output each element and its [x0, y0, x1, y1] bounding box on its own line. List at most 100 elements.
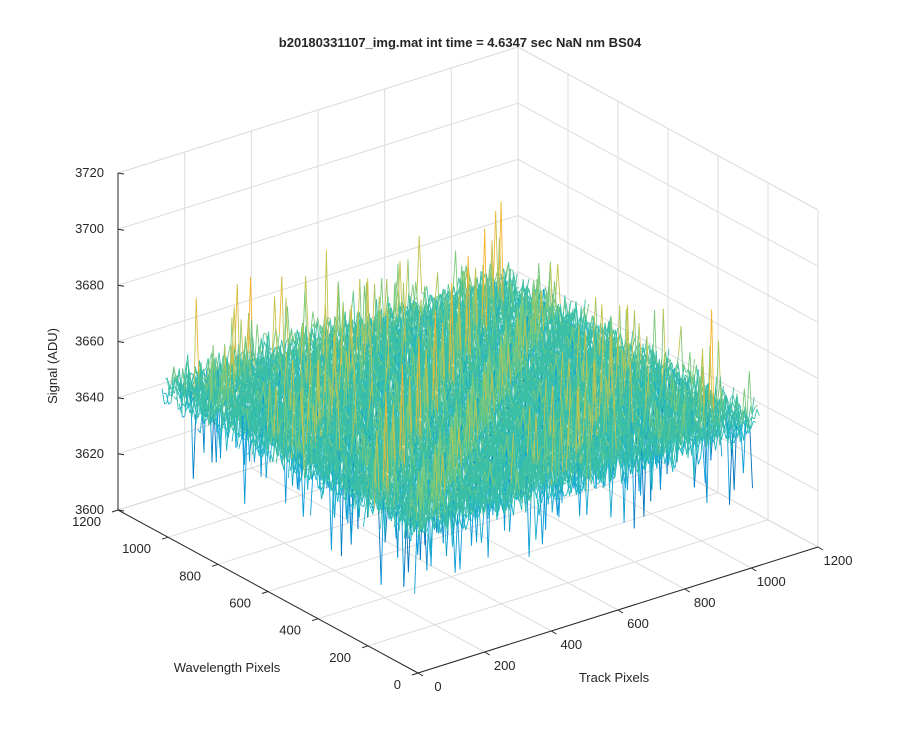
surface-strip [708, 309, 715, 426]
surface-strip [192, 413, 197, 479]
surface-strip [458, 314, 462, 373]
surface-strip [231, 317, 235, 375]
surface-strip [629, 363, 634, 431]
surface-strip [481, 228, 488, 345]
surface-strip [392, 378, 547, 482]
surface-strip [224, 306, 359, 397]
x-tick-mark [551, 630, 557, 635]
grid-line-floor-y [317, 492, 719, 620]
y-tick-label: 1200 [72, 514, 101, 529]
surface-strip [370, 290, 545, 405]
z-tick-label: 3660 [75, 334, 104, 349]
surface-strip [299, 324, 304, 377]
surface-strip [329, 378, 333, 422]
surface-strip [403, 522, 407, 587]
x-tick-mark [817, 546, 824, 551]
surface-strip [437, 418, 671, 522]
surface-strip [710, 424, 714, 461]
surface-strip [408, 537, 412, 542]
z-tick-label: 3620 [75, 446, 104, 461]
grid-line-wall-z [117, 215, 519, 342]
surface-strip [589, 404, 593, 448]
x-tick-label: 200 [494, 658, 516, 673]
surface-strip [197, 271, 498, 386]
surface-strip [378, 296, 383, 340]
surface-strip [484, 332, 619, 424]
y-tick-label: 0 [394, 677, 401, 692]
x-tick-label: 800 [694, 595, 716, 610]
y-tick-mark [411, 672, 419, 676]
x-tick-label: 1200 [824, 553, 853, 568]
surface-strip [386, 263, 561, 377]
surface-strip [498, 201, 505, 318]
x-tick-labels: 0 200 400 600 800 1000 1200 [434, 553, 852, 694]
surface-strip [408, 351, 564, 455]
axis-lines [111, 172, 824, 677]
y-tick-label: 400 [279, 623, 301, 638]
x-tick-label: 600 [627, 616, 649, 631]
surface-strip [426, 307, 563, 366]
surface-strip [491, 260, 495, 319]
surface-strip [740, 416, 747, 474]
surface-strip [560, 417, 564, 472]
x-tick-mark [684, 588, 690, 593]
surface-strip [312, 405, 317, 449]
surface-strip [678, 326, 682, 355]
surface-strip [285, 298, 289, 353]
surface-strip [271, 296, 278, 360]
y-tick-label: 800 [179, 568, 201, 583]
surface-strip [622, 468, 626, 488]
surface-strip [392, 363, 695, 511]
x-tick-mark [484, 651, 490, 656]
surface-strip [452, 466, 614, 573]
y-tick-label: 1000 [122, 541, 151, 556]
surface-strip [399, 364, 406, 481]
surface-strip [419, 368, 703, 513]
surface-strip [432, 309, 439, 426]
surface-strip [416, 236, 423, 300]
surface-strip [613, 390, 617, 458]
z-tick-mark [117, 228, 125, 231]
surface-strip [638, 323, 642, 367]
grid-line-floor-y [367, 519, 769, 647]
z-tick-label: 3680 [75, 277, 104, 292]
surface-strip [465, 255, 472, 372]
surface-strip [302, 306, 596, 409]
z-tick-mark [117, 341, 125, 343]
x-tick-label: 1000 [757, 574, 786, 589]
surface-strip [417, 408, 760, 538]
y-tick-mark [361, 645, 369, 649]
z-tick-labels: 3600 3620 3640 3660 3680 3700 3720 [75, 165, 104, 517]
surface-strip [345, 350, 350, 394]
grid-line-wall-z [517, 158, 819, 323]
surface-strip [442, 280, 553, 339]
surface-strip [467, 359, 603, 451]
x-tick-mark [751, 567, 757, 572]
surface-strip [362, 323, 366, 367]
surface-strip [236, 250, 409, 374]
x-tick-label: 400 [560, 637, 582, 652]
surface-strip [415, 403, 758, 530]
surface-strip [526, 405, 531, 457]
grid-line-wall-z [117, 46, 519, 174]
y-tick-mark [111, 509, 119, 513]
surface-strip [448, 282, 455, 399]
surface-strip [605, 377, 610, 421]
surface-strip [209, 260, 493, 405]
z-tick-label: 3700 [75, 221, 104, 236]
surface-strip [353, 318, 528, 432]
y-tick-labels: 0 200 400 600 800 1000 1200 [72, 514, 401, 692]
z-tick-mark [117, 397, 125, 400]
surface-strip [441, 297, 597, 401]
surface-strip [510, 432, 514, 485]
surface-strip [729, 439, 733, 505]
z-tick-mark [117, 284, 125, 287]
surface-strip [393, 352, 605, 420]
surface-strip [300, 390, 304, 446]
z-tick-mark [117, 453, 125, 456]
z-axis-label: Signal (ADU) [45, 328, 60, 404]
surface-strip [474, 287, 479, 346]
surface-strip [337, 305, 635, 459]
surface-strip [415, 337, 422, 453]
